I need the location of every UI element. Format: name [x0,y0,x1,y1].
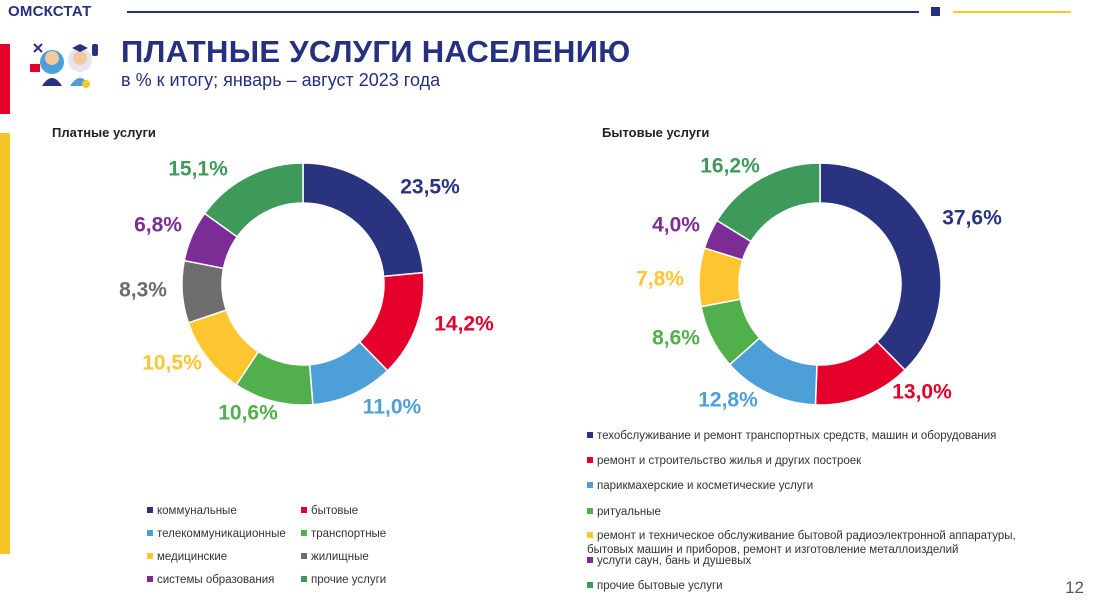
legend-label: прочие услуги [311,574,387,586]
header-rule-accent [953,11,1071,13]
legend-marker [147,553,153,559]
chart2-data-label-2: 13,0% [892,381,952,404]
page-number: 12 [1065,578,1084,597]
legend-label: телекоммуникационные [157,528,286,540]
legend-label: системы образования [157,574,275,586]
header-square [931,7,940,16]
chart2-data-label-5: 7,8% [636,268,684,291]
chart2-legend-item: ритуальные [587,505,1027,519]
chart1-legend-item: телекоммуникационные [147,528,286,540]
chart1-legend-item: транспортные [301,528,386,540]
chart2-legend-item: ремонт и строительство жилья и других по… [587,454,1027,468]
legend-label: бытовые [311,505,359,517]
chart1-data-label-7: 6,8% [134,214,182,237]
header-rule [127,11,919,13]
chart2-slice-7 [715,162,821,243]
services-illustration-icon [30,43,98,88]
brand-name: ОМСКСТАТ [8,3,92,20]
side-accent-red [0,44,10,114]
chart2-slice-1 [819,162,942,372]
chart1-data-label-3: 11,0% [363,396,422,419]
chart2-title: Бытовые услуги [602,125,710,140]
legend-marker [587,508,593,514]
legend-label: коммунальные [157,505,237,517]
legend-marker [301,507,307,513]
chart2-data-label-3: 12,8% [698,389,758,412]
legend-marker [587,482,593,488]
legend-marker [587,582,593,588]
chart1-data-label-2: 14,2% [434,313,494,336]
legend-label: ремонт и техническое обслуживание бытово… [587,530,1016,556]
chart2-legend-item: парикмахерские и косметические услуги [587,479,1027,493]
legend-marker [147,530,153,536]
legend-marker [147,507,153,513]
chart2-legend-item: прочие бытовые услуги [587,579,1027,593]
chart1-data-label-4: 10,6% [218,402,278,425]
legend-marker [587,457,593,463]
legend-marker [301,576,307,582]
chart2-data-label-7: 16,2% [700,155,760,178]
legend-label: прочие бытовые услуги [597,580,723,592]
chart1-data-label-1: 23,5% [400,176,460,199]
chart1-slice-8 [203,162,304,238]
chart1-legend-item: прочие услуги [301,574,386,586]
legend-marker [301,553,307,559]
chart1-data-label-6: 8,3% [119,279,167,302]
legend-marker [587,532,593,538]
chart2-legend-item: услуги саун, бань и душевых [587,554,1027,568]
legend-label: жилищные [311,551,369,563]
legend-marker [587,432,593,438]
chart1-legend-item: медицинские [147,551,227,563]
chart1-legend-item: жилищные [301,551,369,563]
chart2-legend-item: техобслуживание и ремонт транспортных ср… [587,429,1027,443]
legend-marker [147,576,153,582]
chart1-legend-item: коммунальные [147,505,237,517]
legend-label: техобслуживание и ремонт транспортных ср… [597,430,997,442]
side-accent-yellow [0,133,10,554]
chart1-legend-item: бытовые [301,505,358,517]
chart1-title: Платные услуги [52,125,156,140]
legend-marker [301,530,307,536]
chart2-data-label-4: 8,6% [652,327,700,350]
chart2-data-label-1: 37,6% [942,207,1002,230]
legend-label: медицинские [157,551,228,563]
chart1-legend-item: системы образования [147,574,274,586]
chart2-legend-item: ремонт и техническое обслуживание бытово… [587,529,1027,557]
legend-label: ремонт и строительство жилья и других по… [597,455,862,467]
legend-marker [587,557,593,563]
page-title: ПЛАТНЫЕ УСЛУГИ НАСЕЛЕНИЮ [121,34,631,69]
chart1-data-label-5: 10,5% [142,352,202,375]
legend-label: ритуальные [597,506,661,518]
page-subtitle: в % к итогу; январь – август 2023 года [121,70,441,90]
legend-label: транспортные [311,528,387,540]
chart1-data-label-8: 15,1% [168,158,228,181]
legend-label: услуги саун, бань и душевых [597,555,752,567]
legend-label: парикмахерские и косметические услуги [597,480,814,492]
chart2-data-label-6: 4,0% [652,214,700,237]
